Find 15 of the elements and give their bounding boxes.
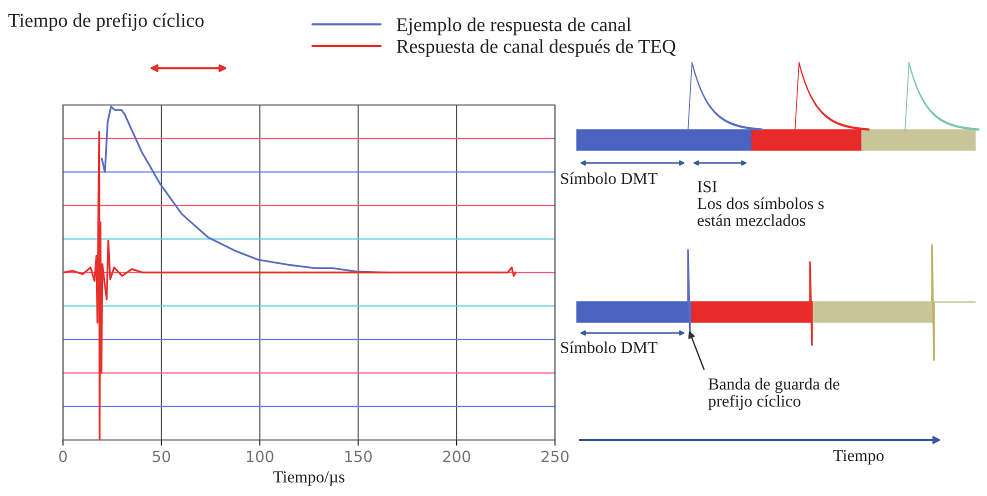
x-tick-label: 50 bbox=[152, 450, 170, 462]
text: Símbolo DMT bbox=[561, 172, 658, 184]
x-tick-label: 250 bbox=[542, 450, 569, 462]
legend-label: Respuesta de canal después de TEQ bbox=[396, 39, 676, 57]
x-tick-label: 200 bbox=[443, 450, 470, 462]
text: Tiempo de prefijo cíclico bbox=[8, 13, 204, 31]
text: Tiempo bbox=[833, 450, 884, 465]
x-tick-label: 100 bbox=[246, 450, 274, 462]
text: Banda de guarda de prefijo cíclico bbox=[708, 378, 840, 410]
text: ISI Los dos símbolos s están mezclados bbox=[697, 181, 824, 226]
text: Símbolo DMT bbox=[561, 341, 658, 354]
legend-label: Ejemplo de respuesta de canal bbox=[396, 18, 632, 36]
x-tick-label: 150 bbox=[345, 450, 372, 462]
x-axis-title: Tiempo/µs bbox=[273, 471, 344, 486]
x-tick-label: 0 bbox=[59, 450, 67, 462]
